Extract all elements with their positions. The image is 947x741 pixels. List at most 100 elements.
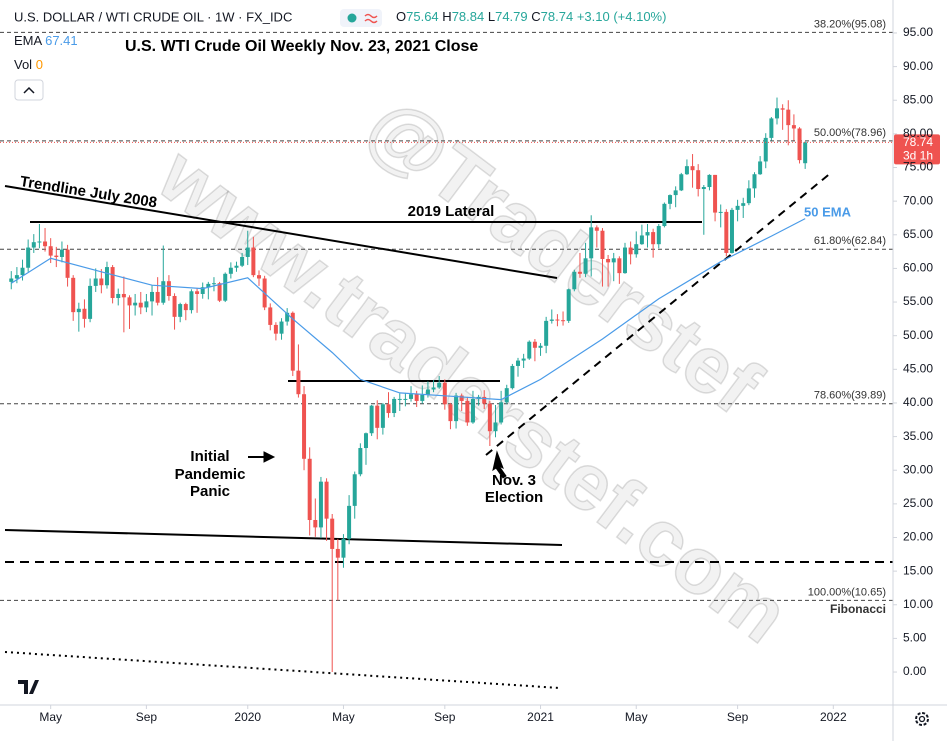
x-tick-label: May	[625, 710, 648, 724]
candle-body	[217, 283, 222, 301]
ohlc: O75.64 H78.84 L74.79 C78.74 +3.10 (+4.10…	[396, 9, 666, 24]
price-tag-value: 78.74	[903, 135, 933, 149]
candle-body	[155, 291, 160, 303]
candle-body	[713, 174, 718, 213]
candle-body	[369, 405, 374, 434]
candle-body	[634, 244, 639, 255]
candle-body	[735, 205, 740, 210]
ohlc-label: L	[488, 9, 495, 24]
candle-body	[347, 505, 352, 539]
candle-body	[59, 249, 64, 257]
candle-body	[791, 125, 796, 129]
candle-body	[775, 108, 780, 119]
candle-body	[296, 370, 301, 395]
candle-body	[318, 481, 323, 528]
fib-label: 61.80%(62.84)	[814, 235, 886, 247]
candle-body	[656, 226, 661, 245]
candle-body	[358, 448, 363, 475]
y-tick-label: 45.00	[903, 361, 933, 375]
candle-body	[763, 137, 768, 162]
candle-body	[431, 387, 436, 390]
candle-body	[583, 258, 588, 274]
candle-body	[99, 278, 104, 286]
candle-body	[257, 275, 262, 279]
y-tick-label: 20.00	[903, 530, 933, 544]
candle-body	[662, 203, 667, 227]
candle-body	[183, 304, 188, 311]
candle-body	[9, 278, 14, 282]
candle-body	[54, 255, 59, 257]
candle-body	[127, 297, 132, 306]
candle-body	[313, 520, 318, 528]
badge-icon	[364, 13, 378, 24]
candle-body	[566, 289, 571, 321]
settings-icon[interactable]	[915, 712, 929, 726]
candle-body	[206, 283, 211, 288]
candle-body	[380, 404, 385, 428]
candle-body	[37, 241, 42, 243]
candle-body	[161, 281, 166, 303]
fib-label: 100.00%(10.65)	[808, 586, 886, 598]
y-tick-label: 40.00	[903, 395, 933, 409]
uptrend-line	[485, 171, 833, 456]
candle-body	[600, 230, 605, 259]
annotation: Election	[485, 489, 543, 506]
candle-body	[741, 203, 746, 206]
candle-body	[482, 396, 487, 404]
drawings	[4, 171, 893, 689]
candle-body	[409, 394, 414, 399]
candle-body	[138, 302, 143, 308]
ohlc-value: 78.84	[452, 9, 485, 24]
fib-name: Fibonacci	[830, 602, 886, 616]
candle-body	[555, 319, 560, 321]
candle-body	[352, 474, 357, 506]
candle-body	[487, 403, 492, 432]
candle-body	[470, 398, 475, 423]
ema-line	[10, 218, 806, 401]
x-tick-label: 2021	[527, 710, 554, 724]
candle-body	[189, 291, 194, 311]
candle-body	[532, 341, 537, 348]
candle-body	[437, 382, 442, 388]
candle-body	[628, 247, 633, 255]
candle-body	[606, 258, 611, 263]
candle-body	[14, 275, 19, 279]
candle-body	[611, 258, 616, 263]
price-tag-countdown: 3d 1h	[903, 149, 933, 163]
y-tick-label: 95.00	[903, 25, 933, 39]
candle-body	[673, 190, 678, 196]
candle-body	[549, 319, 554, 321]
candle-body	[414, 394, 419, 401]
candle-body	[577, 271, 582, 274]
candle-body	[448, 404, 453, 422]
candle-body	[645, 232, 650, 236]
chart-title: U.S. WTI Crude Oil Weekly Nov. 23, 2021 …	[125, 38, 478, 55]
y-tick-label: 10.00	[903, 597, 933, 611]
candle-body	[617, 258, 622, 274]
candle-body	[442, 382, 447, 405]
y-tick-label: 80.00	[903, 126, 933, 140]
candle-body	[172, 295, 177, 317]
candle-body	[724, 211, 729, 253]
candle-body	[20, 267, 25, 276]
candle-body	[729, 209, 734, 253]
y-tick-label: 25.00	[903, 496, 933, 510]
candle-body	[454, 395, 459, 422]
arrow	[492, 450, 507, 479]
x-tick-label: May	[39, 710, 62, 724]
collapse-button[interactable]	[14, 79, 44, 101]
logo	[18, 680, 39, 694]
candle-body	[82, 308, 87, 319]
candle-body	[285, 312, 290, 322]
candle-body	[707, 174, 712, 188]
candle-body	[521, 358, 526, 361]
candle-body	[245, 247, 250, 257]
candle-body	[307, 458, 312, 521]
candle-body	[420, 394, 425, 401]
candle-body	[746, 188, 751, 204]
candle-body	[425, 389, 430, 395]
candle-body	[110, 267, 115, 299]
y-tick-label: 70.00	[903, 193, 933, 207]
fib-label: 78.60%(39.89)	[814, 390, 886, 402]
ohlc-label: C	[531, 9, 540, 24]
